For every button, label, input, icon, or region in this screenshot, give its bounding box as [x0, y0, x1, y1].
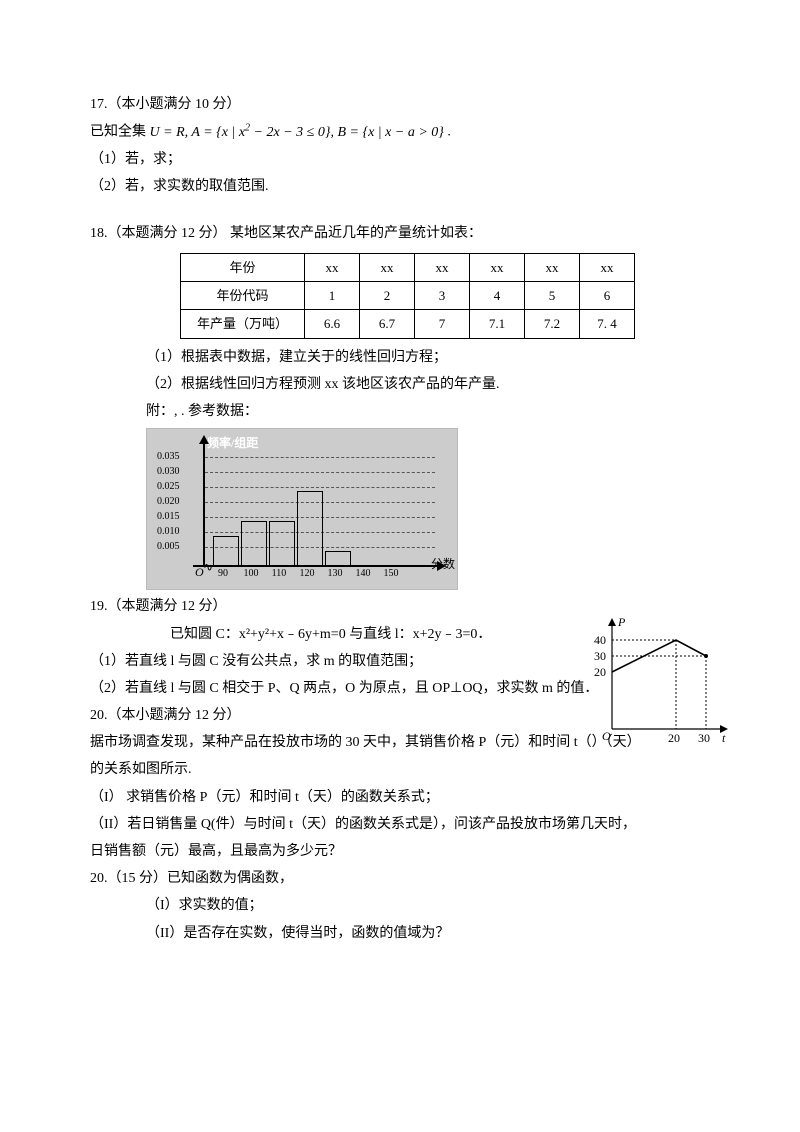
- t-r3c0: 年产量（万吨）: [181, 310, 305, 338]
- t-r3c6: 7. 4: [580, 310, 635, 338]
- q17-title: 17.（本小题满分 10 分）: [90, 92, 720, 117]
- q20-p5: 日销售额（元）最高，且最高为多少元？: [90, 839, 720, 864]
- q17-p2: （2）若，求实数的取值范围.: [90, 174, 720, 199]
- t-r2c1: 1: [305, 281, 360, 309]
- lc-y30: 30: [594, 649, 606, 663]
- lc-x20: 20: [668, 731, 680, 745]
- price-time-chart: P t O 40 30 20 20 30: [592, 614, 732, 754]
- t-r1c4: xx: [470, 253, 525, 281]
- t-r1c2: xx: [360, 253, 415, 281]
- t-r3c1: 6.6: [305, 310, 360, 338]
- t-r2c2: 2: [360, 281, 415, 309]
- q20b-p2: （II）是否存在实数，使得当时，函数的值域为？: [146, 921, 720, 946]
- t-r1c0: 年份: [181, 253, 305, 281]
- q18-p3: 附：, . 参考数据：: [146, 399, 720, 424]
- t-r3c2: 6.7: [360, 310, 415, 338]
- histo-bar: [325, 551, 351, 566]
- q17-math: U = R, A = {x | x2 − 2x − 3 ≤ 0}, B = {x…: [146, 125, 444, 140]
- t-r1c6: xx: [580, 253, 635, 281]
- q18-table: 年份 xx xx xx xx xx xx 年份代码 1 2 3 4 5 6 年产…: [180, 253, 635, 339]
- lc-y40: 40: [594, 633, 606, 647]
- t-r2c6: 6: [580, 281, 635, 309]
- t-r3c4: 7.1: [470, 310, 525, 338]
- q18-p1: （1）根据表中数据，建立关于的线性回归方程；: [146, 345, 720, 370]
- q18-p2: （2）根据线性回归方程预测 xx 该地区该农产品的年产量.: [146, 372, 720, 397]
- q20b-title: 20.（15 分）已知函数为偶函数，: [90, 866, 720, 891]
- histo-y-labels: 0.035 0.030 0.025 0.020 0.015 0.010 0.00…: [157, 449, 180, 554]
- lc-y20: 20: [594, 665, 606, 679]
- t-r2c4: 4: [470, 281, 525, 309]
- histo-x-title: 分数: [431, 554, 455, 576]
- histo-bar: [213, 536, 239, 566]
- histo-y-axis: [203, 441, 205, 567]
- q18-title: 18.（本题满分 12 分） 某地区某农产品近几年的产量统计如表：: [90, 221, 720, 246]
- histo-bar: [269, 521, 295, 566]
- t-r2c0: 年份代码: [181, 281, 305, 309]
- lc-O: O: [602, 729, 611, 743]
- t-r1c3: xx: [415, 253, 470, 281]
- t-r1c5: xx: [525, 253, 580, 281]
- t-r2c3: 3: [415, 281, 470, 309]
- q20-p2: 的关系如图所示.: [90, 757, 720, 782]
- t-r1c1: xx: [305, 253, 360, 281]
- histo-x-labels: 90 100 110 120 130 140 150: [209, 565, 405, 583]
- lc-P: P: [617, 615, 626, 629]
- lc-x30: 30: [698, 731, 710, 745]
- t-r3c3: 7: [415, 310, 470, 338]
- q20b-p1: （I）求实数的值；: [146, 893, 720, 918]
- histogram: 频率/组距 0.035 0.030 0.025 0.020 0.015 0.01…: [146, 428, 458, 590]
- q20-p4: （II）若日销售量 Q(件）与时间 t（天）的函数关系式是），问该产品投放市场第…: [90, 812, 720, 837]
- histo-origin: O: [195, 562, 204, 584]
- q20-p3: （I） 求销售价格 P（元）和时间 t（天）的函数关系式；: [90, 785, 720, 810]
- t-r2c5: 5: [525, 281, 580, 309]
- t-r3c5: 7.2: [525, 310, 580, 338]
- histo-bar: [297, 491, 323, 566]
- q17-p1: （1）若，求；: [90, 147, 720, 172]
- histo-bar: [241, 521, 267, 566]
- lc-t: t: [722, 731, 726, 745]
- histo-y-title: 频率/组距: [207, 433, 258, 455]
- q17-given: 已知全集 U = R, A = {x | x2 − 2x − 3 ≤ 0}, B…: [90, 119, 720, 145]
